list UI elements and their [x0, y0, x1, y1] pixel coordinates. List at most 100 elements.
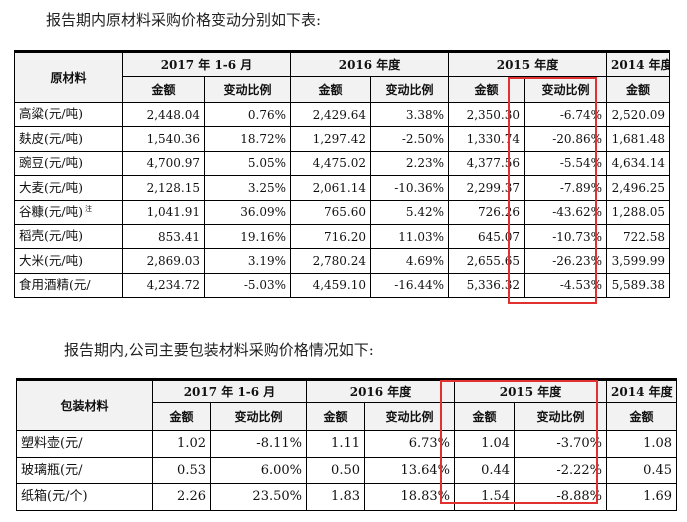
- header-row-periods: 原材料 2017 年 1-6 月 2016 年度 2015 年度 2014 年度: [14, 50, 671, 103]
- value-cell: 5.05%: [204, 150, 291, 177]
- value-cell: 0.53: [152, 456, 211, 484]
- material-name-text: 大米(元/吨): [19, 252, 83, 268]
- value-cell: 1,540.36: [122, 126, 205, 152]
- value-cell: 2,128.15: [122, 175, 205, 201]
- value-cell: 5,336.32: [448, 272, 526, 299]
- material-name: 豌豆(元/吨): [14, 150, 123, 177]
- value-cell: 4,634.14: [606, 150, 671, 177]
- table-row: 稻壳(元/吨) 853.41 19.16% 716.20 11.03% 645.07 -10…: [14, 223, 671, 250]
- material-name-text: 谷糠(元/吨): [19, 204, 83, 219]
- value-cell: 2.23%: [369, 150, 450, 177]
- change-header: 变动比例: [363, 402, 456, 431]
- value-cell: -6.74%: [524, 101, 608, 128]
- raw-material-price-table: 原材料 2017 年 1-6 月 2016 年度 2015 年度 2014 年度 金额 变动…: [14, 50, 671, 299]
- value-cell: -8.88%: [514, 483, 608, 511]
- value-cell: 1.69: [606, 483, 678, 511]
- value-cell: 36.09%: [204, 199, 291, 225]
- value-cell: 3.38%: [369, 101, 450, 128]
- table-row: 谷糠(元/吨) 注 1,041.91 36.09% 765.60 5.42% 726.26-…: [14, 199, 671, 225]
- value-cell: 11.03%: [369, 223, 450, 250]
- material-name: 麸皮(元/吨): [14, 126, 123, 152]
- value-cell: 18.72%: [204, 126, 291, 152]
- change-header: 变动比例: [204, 76, 291, 103]
- value-cell: 3,599.99: [606, 248, 671, 274]
- material-name-text: 稻壳(元/吨): [19, 228, 83, 244]
- value-cell: 0.50: [306, 456, 365, 484]
- value-cell: 726.26: [448, 199, 526, 225]
- material-name-text: 高粱(元/吨): [19, 106, 83, 122]
- value-cell: -5.54%: [524, 150, 608, 177]
- value-cell: 722.58: [606, 223, 671, 250]
- value-cell: 4,234.72: [122, 272, 205, 299]
- value-cell: 0.44: [454, 456, 516, 484]
- material-name: 谷糠(元/吨) 注: [14, 199, 123, 225]
- value-cell: -5.03%: [204, 272, 291, 299]
- value-cell: 2.26: [152, 483, 211, 511]
- material-name: 玻璃瓶(元/: [16, 456, 153, 484]
- value-cell: -43.62%: [524, 199, 608, 225]
- period-header: 2014 年度: [606, 378, 678, 403]
- value-cell: -7.89%: [524, 175, 608, 201]
- material-name: 大麦(元/吨): [14, 175, 123, 201]
- value-cell: -10.36%: [369, 175, 450, 201]
- material-name: 食用酒精(元/: [14, 272, 123, 299]
- period-header: 2016 年度: [305, 378, 456, 403]
- amount-header: 金额: [152, 402, 211, 431]
- value-cell: -10.73%: [524, 223, 608, 250]
- value-cell: 5.42%: [369, 199, 450, 225]
- value-cell: 1,681.48: [606, 126, 671, 152]
- value-cell: 2,520.09: [606, 101, 671, 128]
- value-cell: 19.16%: [204, 223, 291, 250]
- table-row: 纸箱(元/个) 2.26 23.50% 1.83 18.83% 1.54 -8.88% 1.6…: [16, 483, 678, 511]
- amount-header: 金额: [454, 402, 516, 431]
- value-cell: 4,475.02: [290, 150, 371, 177]
- section2-heading: 报告期内,公司主要包装材料采购价格情况如下:: [64, 341, 374, 359]
- amount-header: 金额: [290, 76, 371, 103]
- value-cell: 2,350.30: [448, 101, 526, 128]
- material-name: 纸箱(元/个): [16, 483, 153, 511]
- material-name: 塑料壶(元/: [16, 430, 153, 458]
- value-cell: -8.11%: [210, 430, 307, 458]
- value-cell: 716.20: [290, 223, 371, 250]
- period-header: 2017 年 1-6 月: [152, 378, 307, 403]
- change-header: 变动比例: [369, 76, 450, 103]
- header-row-periods: 包装材料 2017 年 1-6 月 2016 年度 2015 年度 2014 年度: [16, 378, 678, 431]
- value-cell: 1,041.91: [122, 199, 205, 225]
- material-name-text: 纸箱(元/个): [21, 489, 88, 505]
- table-row: 玻璃瓶(元/0.53 6.00% 0.50 13.64% 0.44 -2.22% 0.45: [16, 456, 678, 484]
- value-cell: 4.69%: [369, 248, 450, 274]
- value-cell: 18.83%: [363, 483, 456, 511]
- value-cell: -3.70%: [514, 430, 608, 458]
- value-cell: 1.02: [152, 430, 211, 458]
- value-cell: 1.83: [306, 483, 365, 511]
- value-cell: 4,700.97: [122, 150, 205, 177]
- table-row: 麸皮(元/吨) 1,540.36 18.72% 1,297.42 -2.50% 1,330…: [14, 126, 671, 152]
- amount-header: 金额: [122, 76, 205, 103]
- period-header: 2015 年度: [454, 378, 608, 403]
- value-cell: 2,429.64: [290, 101, 371, 128]
- value-cell: 13.64%: [363, 456, 456, 484]
- value-cell: 0.76%: [204, 101, 291, 128]
- value-cell: 3.19%: [204, 248, 291, 274]
- material-name-text: 豌豆(元/吨): [19, 155, 83, 171]
- value-cell: 0.45: [606, 456, 678, 484]
- table-row: 大米(元/吨) 2,869.03 3.19% 2,780.24 4.69% 2,655.6…: [14, 248, 671, 274]
- value-cell: 765.60: [290, 199, 371, 225]
- value-cell: -26.23%: [524, 248, 608, 274]
- header-row-metrics: 金额 变动比例 金额 变动比例 金额 变动比例 金额: [15, 76, 671, 103]
- table-row: 塑料壶(元/1.02 -8.11% 1.11 6.73% 1.04 -3.70% 1.08: [16, 430, 678, 458]
- value-cell: -2.50%: [369, 126, 450, 152]
- material-name-text: 塑料壶(元/: [21, 436, 83, 452]
- material-name-text: 食用酒精(元/: [19, 277, 91, 293]
- period-header: 2014 年度: [606, 50, 671, 77]
- table-row: 高粱(元/吨) 2,448.04 0.76% 2,429.64 3.38% 2,350.3…: [14, 101, 671, 128]
- value-cell: 1.04: [454, 430, 516, 458]
- value-cell: -16.44%: [369, 272, 450, 299]
- amount-header: 金额: [606, 402, 678, 431]
- value-cell: 4,459.10: [290, 272, 371, 299]
- material-name-text: 麸皮(元/吨): [19, 130, 83, 146]
- table-row: 大麦(元/吨) 2,128.15 3.25% 2,061.14 -10.36% 2,299…: [14, 175, 671, 201]
- value-cell: 1.54: [454, 483, 516, 511]
- value-cell: 1,330.74: [448, 126, 526, 152]
- value-cell: 6.73%: [363, 430, 456, 458]
